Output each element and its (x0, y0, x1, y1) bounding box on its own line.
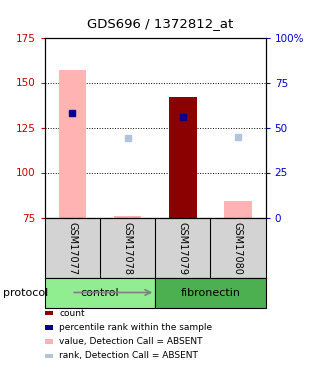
Bar (114, 216, 141, 217)
Text: protocol: protocol (3, 288, 48, 297)
Text: rank, Detection Call = ABSENT: rank, Detection Call = ABSENT (59, 351, 198, 360)
Bar (155, 278, 266, 308)
Text: percentile rank within the sample: percentile rank within the sample (59, 323, 212, 332)
Bar (59, 70, 86, 217)
Text: fibronectin: fibronectin (180, 288, 240, 297)
Text: GDS696 / 1372812_at: GDS696 / 1372812_at (87, 17, 233, 30)
Bar (224, 201, 252, 217)
Text: value, Detection Call = ABSENT: value, Detection Call = ABSENT (59, 337, 203, 346)
Bar (45, 278, 155, 308)
Text: count: count (59, 309, 85, 318)
Text: GSM17079: GSM17079 (178, 222, 188, 275)
Text: GSM17077: GSM17077 (68, 222, 77, 275)
Text: GSM17080: GSM17080 (233, 222, 243, 275)
Text: control: control (81, 288, 119, 297)
Bar (169, 97, 196, 218)
Text: GSM17078: GSM17078 (123, 222, 132, 275)
